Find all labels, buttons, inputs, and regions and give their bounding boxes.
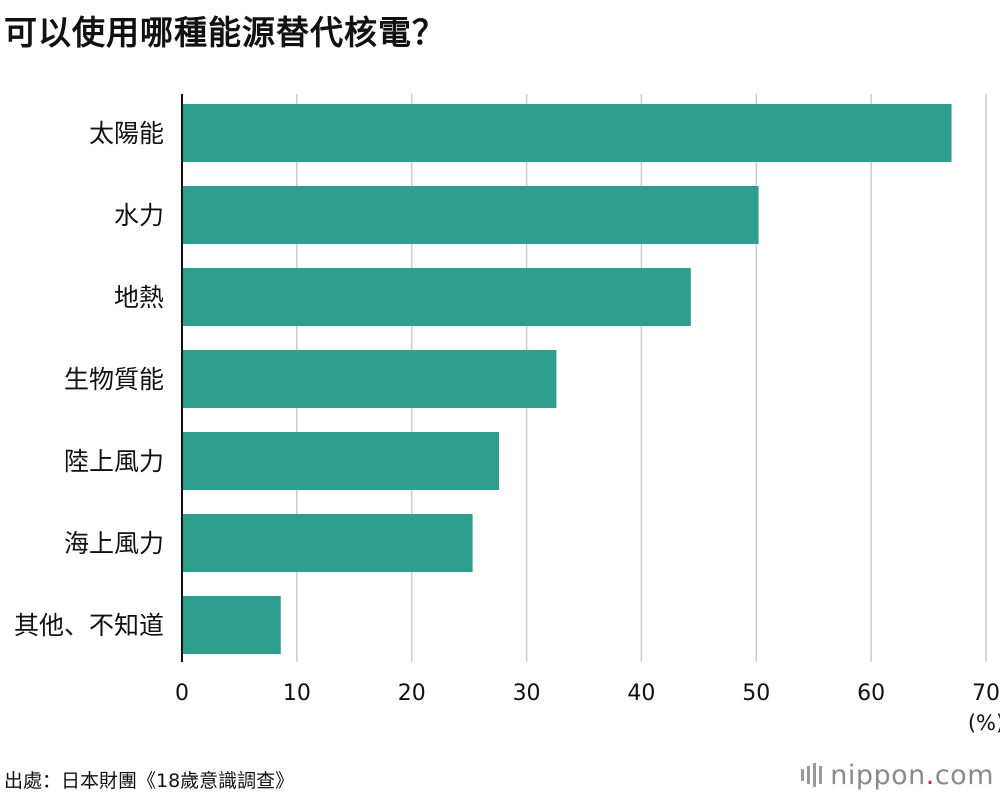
x-tick-label: 70	[972, 681, 1000, 706]
category-label: 海上風力	[64, 529, 164, 558]
category-label: 太陽能	[89, 119, 164, 148]
category-label: 其他、不知道	[14, 611, 164, 640]
x-tick-label: 10	[283, 681, 311, 706]
category-label: 地熱	[114, 283, 164, 312]
logo-dot: .	[925, 759, 935, 791]
x-tick-label: 50	[742, 681, 770, 706]
source-note: 出處：日本財團《18歲意識調查》	[4, 770, 295, 792]
bar	[182, 432, 500, 490]
x-tick-label: 20	[398, 681, 426, 706]
unit-label: (%)	[968, 711, 1000, 735]
category-label: 水力	[114, 201, 164, 230]
category-label: 陸上風力	[64, 447, 164, 476]
bar	[182, 104, 952, 162]
logo-mark-icon	[801, 763, 823, 787]
logo-tld: com	[934, 759, 994, 791]
bar	[182, 596, 281, 654]
bar	[182, 350, 557, 408]
x-tick-label: 60	[857, 681, 885, 706]
bar	[182, 186, 759, 244]
x-tick-label: 30	[513, 681, 541, 706]
category-label: 生物質能	[64, 365, 164, 394]
bar	[182, 514, 473, 572]
chart-title: 可以使用哪種能源替代核電？	[4, 13, 446, 52]
bar	[182, 268, 691, 326]
x-tick-label: 0	[175, 681, 189, 706]
x-tick-label: 40	[627, 681, 655, 706]
logo-name: nippon	[830, 759, 926, 791]
nippon-logo[interactable]: nippon.com	[801, 758, 994, 792]
logo-text: nippon.com	[830, 760, 994, 791]
